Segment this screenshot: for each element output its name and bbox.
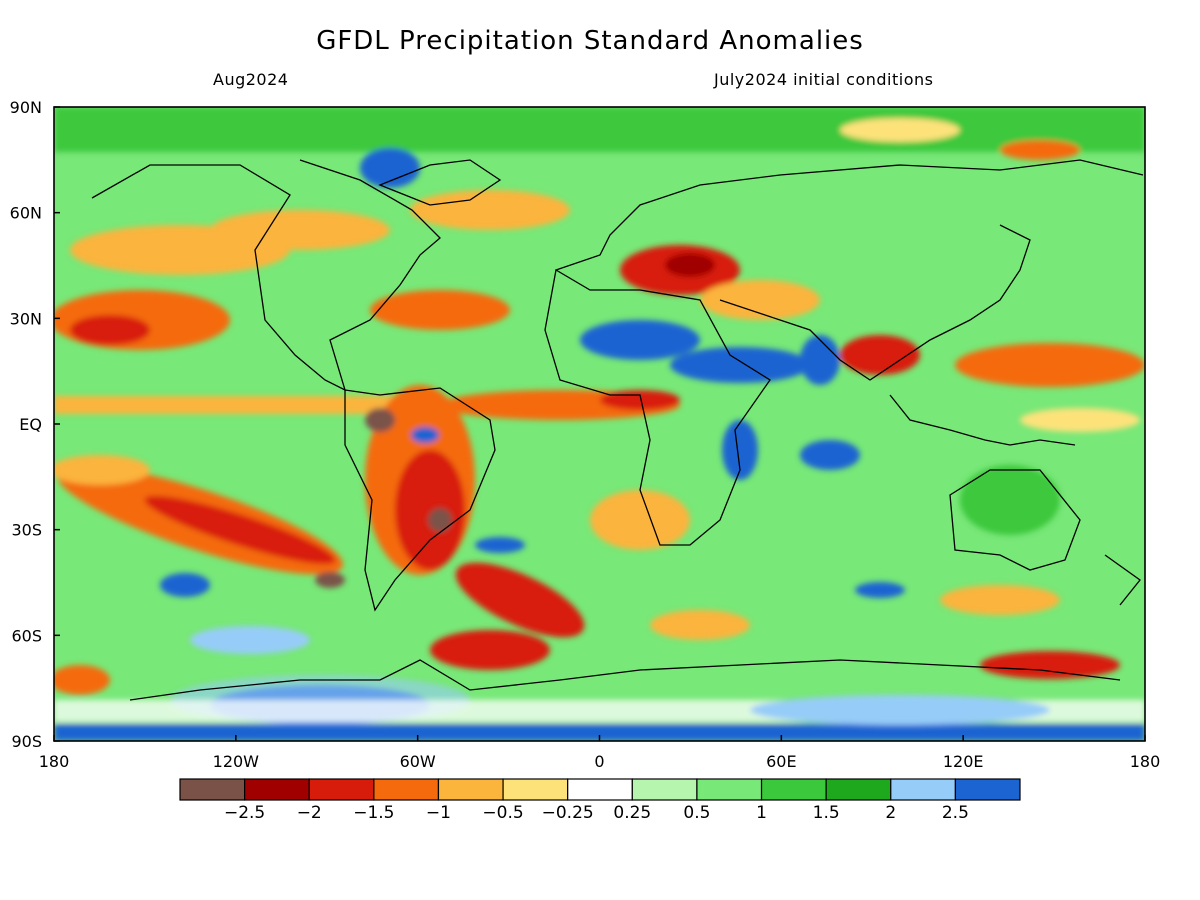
lat-tick-label: 30S — [11, 521, 42, 540]
colorbar-label: 1 — [756, 803, 767, 823]
lon-tick-label: 120W — [213, 752, 260, 771]
latitude-axis: 90N 60N 30N EQ 30S 60S 90S — [10, 98, 60, 751]
lat-tick-label: 60N — [10, 204, 42, 223]
lon-tick-label: 180 — [1130, 752, 1161, 771]
colorbar: −2.5 −2 −1.5 −1 −0.5 −0.25 0.25 0.5 1 1.5 2 2.5 — [179, 778, 1021, 823]
colorbar-swatch — [502, 778, 569, 801]
colorbar-label: −2.5 — [224, 803, 265, 823]
colorbar-label: 1.5 — [813, 803, 840, 823]
colorbar-swatch — [373, 778, 440, 801]
colorbar-swatch — [244, 778, 310, 801]
colorbar-swatch — [631, 778, 698, 801]
colorbar-swatch — [437, 778, 504, 801]
anomaly-field — [54, 107, 1145, 741]
colorbar-label: 0.25 — [613, 803, 651, 823]
colorbar-swatch — [954, 778, 1021, 801]
colorbar-swatch — [825, 778, 892, 801]
lon-tick-label: 180 — [39, 752, 70, 771]
colorbar-label: 0.5 — [683, 803, 710, 823]
lat-tick-label: 90N — [10, 98, 42, 117]
lon-tick-label: 0 — [594, 752, 604, 771]
coastlines — [91, 159, 1144, 701]
initial-conditions: July2024 initial conditions — [714, 70, 934, 89]
colorbar-swatch — [890, 778, 956, 801]
lon-tick-label: 60E — [766, 752, 796, 771]
colorbar-label: −0.5 — [482, 803, 523, 823]
colorbar-label: −2 — [297, 803, 322, 823]
lat-tick-label: 90S — [11, 732, 42, 751]
lon-tick-label: 60W — [400, 752, 436, 771]
colorbar-label: 2 — [885, 803, 896, 823]
map-title: GFDL Precipitation Standard Anomalies — [316, 26, 864, 56]
colorbar-swatch — [760, 778, 827, 801]
colorbar-label: 2.5 — [942, 803, 969, 823]
longitude-axis: 180 120W 60W 0 60E 120E 180 — [39, 735, 1161, 771]
lon-tick-label: 120E — [943, 752, 984, 771]
colorbar-swatch — [308, 778, 375, 801]
lat-tick-label: EQ — [19, 415, 42, 434]
colorbar-label: −1 — [426, 803, 451, 823]
forecast-month: Aug2024 — [213, 70, 289, 89]
colorbar-swatch — [567, 778, 633, 801]
lat-tick-label: 30N — [10, 309, 42, 328]
colorbar-swatch — [696, 778, 763, 801]
colorbar-label: −0.25 — [542, 803, 594, 823]
colorbar-label: −1.5 — [353, 803, 394, 823]
map-panel — [53, 106, 1146, 742]
lat-tick-label: 60S — [11, 626, 42, 645]
colorbar-swatch — [179, 778, 246, 801]
